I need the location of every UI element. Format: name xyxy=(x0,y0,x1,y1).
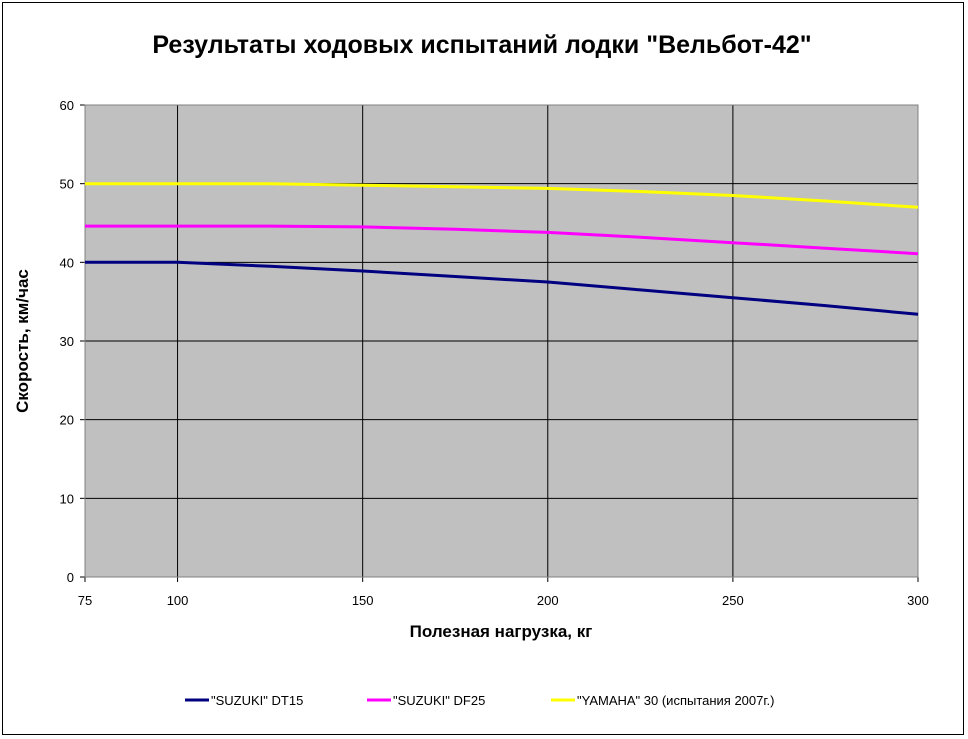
series-line-3 xyxy=(85,182,919,209)
plot-border xyxy=(84,104,919,578)
legend: "SUZUKI" DT15 "SUZUKI" DF25 "YAMAHA" 30 (и… xyxy=(185,693,774,708)
series-line-1 xyxy=(85,260,919,316)
x-tick-label: 200 xyxy=(537,593,559,608)
x-tick-label: 150 xyxy=(352,593,374,608)
y-tick-label: 0 xyxy=(67,570,74,585)
legend-label-2: "SUZUKI" DF25 xyxy=(393,693,485,708)
y-tick-label: 20 xyxy=(60,413,74,428)
y-tick-label: 60 xyxy=(60,98,74,113)
x-axis-title: Полезная нагрузка, кг xyxy=(410,622,593,641)
x-tick-label: 300 xyxy=(907,593,929,608)
chart-title: Результаты ходовых испытаний лодки "Вель… xyxy=(152,31,811,59)
legend-label-1: "SUZUKI" DT15 xyxy=(211,693,303,708)
x-tick-label: 100 xyxy=(167,593,189,608)
y-tick-label: 40 xyxy=(60,255,74,270)
legend-label-3: "YAMAHA" 30 (испытания 2007г.) xyxy=(577,693,774,708)
y-tick-label: 30 xyxy=(60,334,74,349)
x-tick-label: 250 xyxy=(722,593,744,608)
y-axis-title: Скорость, км/час xyxy=(13,269,32,413)
series-line-2 xyxy=(85,224,919,256)
y-tick-label: 50 xyxy=(60,177,74,192)
x-tick-label: 75 xyxy=(78,593,92,608)
plot-area: 0 10 20 30 40 50 60 75 100 150 200 250 300 xyxy=(60,98,929,608)
y-tick-label: 10 xyxy=(60,491,74,506)
